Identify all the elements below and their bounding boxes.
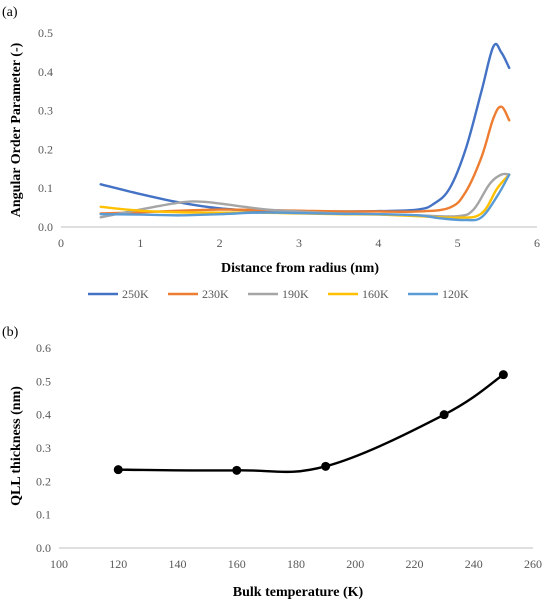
panel-b-x-ticks: 100 120 140 160 180 200 220 240 260	[50, 557, 542, 571]
x-tick-label: 200	[346, 557, 364, 571]
x-tick-label: 3	[296, 236, 302, 250]
x-tick-label: 260	[524, 557, 542, 571]
data-point	[113, 465, 123, 475]
y-tick-label: 0.1	[36, 508, 51, 522]
x-tick-label: 220	[406, 557, 424, 571]
panel-b-series	[113, 370, 508, 475]
legend-label-230k: 230K	[202, 287, 229, 301]
panel-a-chart: (a) 0 1 2 3 4 5 6 0.0 0.1 0.2 0.3 0.4 0.5 Distance …	[2, 5, 540, 301]
data-point	[232, 465, 242, 475]
y-tick-label: 0.2	[36, 474, 51, 488]
panel-a-y-axis-title: Angular Order Parameter (-)	[9, 42, 24, 217]
panel-b-chart: (b) 100 120 140 160 180 200 220 240 260 0.00.10.…	[2, 325, 542, 600]
x-tick-label: 160	[228, 557, 246, 571]
panel-b-x-axis-title: Bulk temperature (K)	[233, 585, 364, 600]
panel-b-y-ticks: 0.0 0.1 0.2 0.3 0.4 0.5 0.6	[36, 341, 51, 555]
series-line-230k	[99, 105, 511, 215]
y-tick-label: 0.3	[36, 441, 51, 455]
series-line-250k	[99, 42, 511, 213]
x-tick-label: 4	[375, 236, 381, 250]
y-tick-label: 0.6	[36, 341, 51, 355]
y-tick-label: 0.0	[38, 220, 53, 234]
data-point	[439, 410, 449, 420]
y-tick-label: 0.1	[38, 181, 53, 195]
series-line	[117, 373, 505, 474]
y-tick-label: 0.0	[36, 541, 51, 555]
panel-b-y-axis-title: QLL thickness (nm)	[9, 386, 24, 506]
legend-label-120k: 120K	[442, 287, 469, 301]
data-point	[321, 461, 331, 471]
x-tick-label: 1	[137, 236, 143, 250]
y-tick-label: 0.2	[38, 142, 53, 156]
panel-a-series	[99, 42, 511, 222]
panel-b-label: (b)	[2, 325, 19, 340]
y-tick-label: 0.3	[38, 104, 53, 118]
y-tick-label: 0.4	[36, 408, 51, 422]
panel-a-y-ticks: 0.0 0.1 0.2 0.3 0.4 0.5	[38, 26, 53, 234]
x-tick-label: 180	[287, 557, 305, 571]
data-point	[498, 370, 508, 380]
panel-a-label: (a)	[2, 5, 18, 20]
x-tick-label: 100	[50, 557, 68, 571]
series-line-120k	[99, 173, 511, 222]
x-tick-label: 120	[109, 557, 127, 571]
legend-label-250k: 250K	[122, 287, 149, 301]
x-tick-label: 140	[169, 557, 187, 571]
y-tick-label: 0.4	[38, 65, 53, 79]
x-tick-label: 6	[534, 236, 540, 250]
y-tick-label: 0.5	[38, 26, 53, 40]
legend-label-160k: 160K	[362, 287, 389, 301]
panel-a-x-axis-title: Distance from radius (nm)	[221, 261, 379, 276]
x-tick-label: 240	[465, 557, 483, 571]
y-tick-label: 0.5	[36, 374, 51, 388]
panel-a-legend: 250K 230K 190K 160K 120K	[88, 287, 469, 301]
x-tick-label: 0	[58, 236, 64, 250]
panel-a-x-ticks: 0 1 2 3 4 5 6	[58, 236, 540, 250]
x-tick-label: 5	[455, 236, 461, 250]
x-tick-label: 2	[217, 236, 223, 250]
legend-label-190k: 190K	[282, 287, 309, 301]
